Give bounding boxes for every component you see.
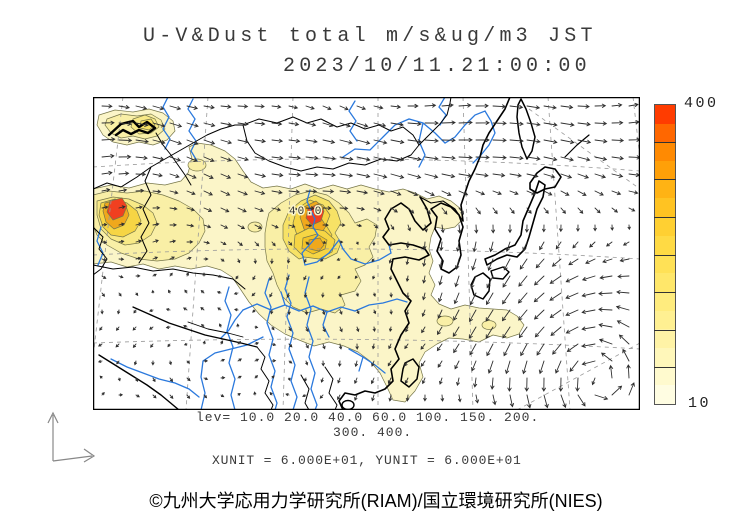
colorbar-band xyxy=(655,273,675,292)
plot-timestamp: 2023/10/11.21:00:00 xyxy=(283,55,591,78)
colorbar-band xyxy=(655,347,675,367)
contour-levels-line1: lev= 10.0 20.0 40.0 60.0 100. 150. 200. xyxy=(196,410,540,425)
colorbar-tick xyxy=(654,179,676,181)
axis-arrows-glyph xyxy=(47,411,96,463)
colorbar-band xyxy=(655,198,675,218)
dust-contour-fills xyxy=(93,108,525,403)
colorbar-tick xyxy=(654,292,676,294)
colorbar-tick xyxy=(654,216,676,218)
colorbar-tick xyxy=(654,329,676,331)
map-frame xyxy=(93,97,640,410)
colorbar-band xyxy=(655,105,675,124)
wind-arrows xyxy=(97,102,640,409)
colorbar-tick xyxy=(654,367,676,369)
plot-title: U-V&Dust total m/s&ug/m3 JST xyxy=(143,25,597,48)
colorbar-band xyxy=(655,217,675,236)
unit-scale-line: XUNIT = 6.000E+01, YUNIT = 6.000E+01 xyxy=(212,453,522,468)
map-panel: 40.0 xyxy=(93,97,640,410)
colorbar-band xyxy=(655,235,675,255)
contour-levels-line2: 300. 400. xyxy=(333,425,413,440)
colorbar-band xyxy=(655,142,675,162)
colorbar-band xyxy=(655,291,675,311)
colorbar-band xyxy=(655,161,675,180)
colorbar-band xyxy=(655,310,675,330)
colorbar-band xyxy=(655,254,675,274)
colorbar-max-label: 400 xyxy=(684,95,719,112)
colorbar-band xyxy=(655,366,675,386)
colorbar-band xyxy=(655,385,675,404)
colorbar-band xyxy=(655,179,675,199)
colorbar-band xyxy=(655,329,675,348)
coastlines-borders xyxy=(93,97,590,410)
river-lines xyxy=(96,97,496,410)
colorbar-band xyxy=(655,123,675,143)
colorbar-min-label: 10 xyxy=(688,395,712,412)
contour-value-label: 40.0 xyxy=(289,206,323,218)
dust-wind-map: 40.0 xyxy=(93,97,640,410)
wind-arrows-layer xyxy=(97,102,640,409)
colorbar-tick xyxy=(654,141,676,143)
colorbar-tick xyxy=(654,254,676,256)
copyright-line: ©九州大学応用力学研究所(RIAM)/国立環境研究所(NIES) xyxy=(149,491,603,511)
